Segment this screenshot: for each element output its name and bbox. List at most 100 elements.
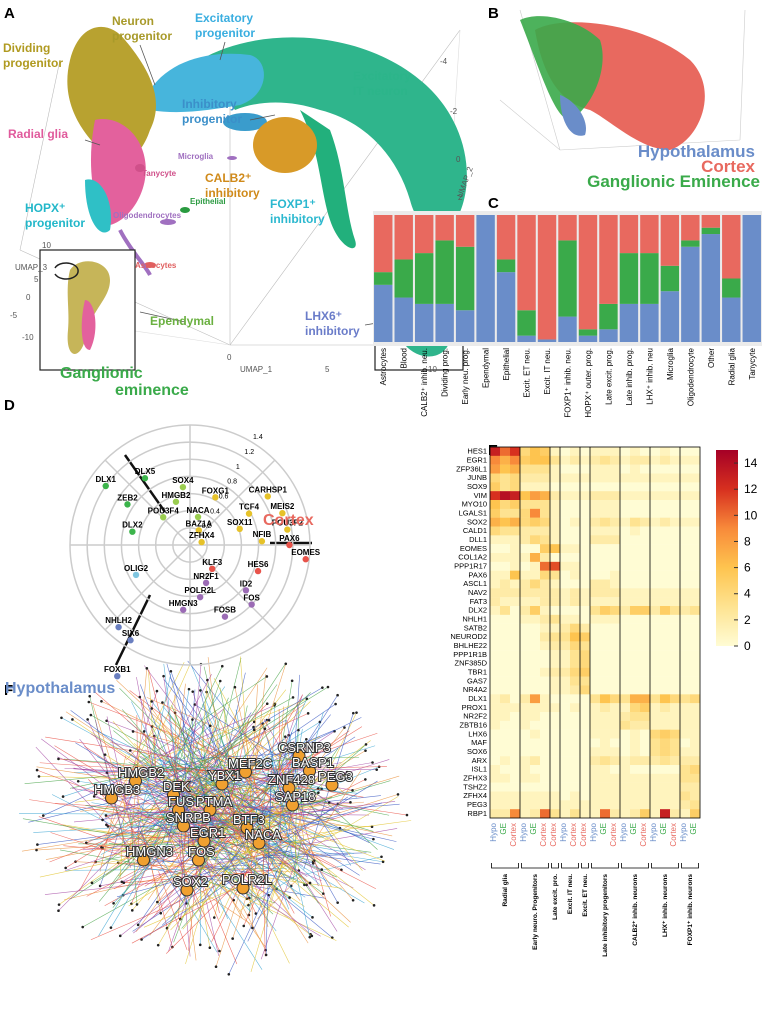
heat-cell — [660, 720, 671, 730]
node-label: SNRPB — [166, 810, 211, 825]
heat-cell — [610, 447, 621, 457]
edge — [151, 701, 238, 811]
heat-cell — [630, 809, 641, 819]
heat-cell — [680, 667, 691, 677]
heat-cell — [640, 561, 651, 571]
heat-cell — [650, 447, 661, 457]
heat-cell — [590, 729, 601, 739]
heat-cell — [570, 791, 581, 801]
heat-cell — [690, 809, 701, 819]
heat-cell — [540, 791, 551, 801]
heat-cell — [600, 676, 611, 686]
heat-cell — [600, 729, 611, 739]
heat-cell — [630, 553, 641, 563]
group-bracket — [591, 863, 619, 869]
heat-cell — [620, 809, 631, 819]
edge — [33, 818, 263, 833]
heat-cell — [580, 712, 591, 722]
heat-cell — [590, 632, 601, 642]
bar-segment — [701, 227, 721, 235]
heat-cell — [660, 809, 671, 819]
heat-cell — [580, 482, 591, 492]
heat-cell — [490, 773, 501, 783]
heat-cell — [620, 756, 631, 766]
row-label: SATB2 — [464, 623, 487, 632]
heat-cell — [520, 482, 531, 492]
heat-cell — [510, 491, 521, 501]
edge — [43, 776, 127, 816]
heat-cell — [540, 738, 551, 748]
edge — [231, 775, 370, 843]
colorbar-tick-label: 10 — [744, 508, 758, 522]
gene-point — [124, 501, 131, 508]
heat-cell — [640, 535, 651, 545]
gene-label: SIX6 — [122, 629, 140, 638]
heat-cell — [660, 508, 671, 518]
heat-cell — [570, 738, 581, 748]
bar-segment — [374, 215, 393, 273]
cluster-label: LHX6⁺ — [305, 309, 342, 323]
heat-cell — [550, 464, 561, 474]
heat-cell — [640, 694, 651, 704]
row-label: NR4A2 — [463, 685, 487, 694]
group-label: Radial glia — [502, 874, 509, 907]
edge — [238, 830, 322, 870]
legend-label: Hypothalamus — [638, 142, 755, 161]
heat-cell — [650, 800, 661, 810]
leaf-node — [308, 935, 312, 939]
edge — [149, 831, 229, 936]
column-label: Hypo — [649, 822, 658, 841]
heat-cell — [590, 464, 601, 474]
heat-cell — [680, 791, 691, 801]
heat-cell — [500, 544, 511, 554]
gene-label: NACA — [186, 506, 209, 515]
heat-cell — [500, 703, 511, 713]
heat-cell — [620, 544, 631, 554]
edge — [284, 712, 357, 865]
heat-cell — [500, 659, 511, 669]
heat-cell — [560, 447, 571, 457]
heat-cell — [590, 720, 601, 730]
heat-cell — [510, 579, 521, 589]
heat-cell — [510, 614, 521, 624]
heat-cell — [620, 491, 631, 501]
cluster-label: progenitor — [3, 56, 63, 70]
hub-node — [252, 836, 266, 850]
edge — [186, 712, 252, 804]
heat-cell — [680, 703, 691, 713]
heat-cell — [510, 455, 521, 465]
heat-cell — [680, 473, 691, 483]
row-label: NR2F2 — [463, 712, 487, 721]
heat-cell — [500, 800, 511, 810]
edge — [65, 829, 128, 869]
edge — [259, 765, 338, 903]
heat-cell — [530, 667, 541, 677]
leaf-node — [305, 737, 308, 741]
edge — [113, 797, 275, 890]
heat-cell — [510, 553, 521, 563]
leaf-node — [242, 924, 246, 928]
heat-cell — [670, 455, 681, 465]
heat-cell — [560, 809, 571, 819]
heat-cell — [610, 482, 621, 492]
edge — [213, 677, 256, 756]
heat-cell — [690, 756, 701, 766]
umap-labels: DividingprogenitorNeuronprogenitorExcita… — [3, 11, 432, 338]
row-label: SOX2 — [467, 517, 487, 526]
heat-cell — [560, 773, 571, 783]
heat-cell — [620, 667, 631, 677]
edge — [154, 673, 212, 781]
heat-cell — [620, 597, 631, 607]
heat-cell — [650, 659, 661, 669]
gene-point — [132, 571, 140, 579]
heat-cell — [630, 535, 641, 545]
hub-node — [292, 749, 306, 763]
heat-cell — [550, 517, 561, 527]
heat-cell — [520, 676, 531, 686]
heat-cell — [510, 535, 521, 545]
heat-cell — [530, 508, 541, 518]
heat-cell — [680, 544, 691, 554]
heat-cell — [570, 579, 581, 589]
group-bracket — [581, 863, 589, 869]
heat-cell — [510, 712, 521, 722]
